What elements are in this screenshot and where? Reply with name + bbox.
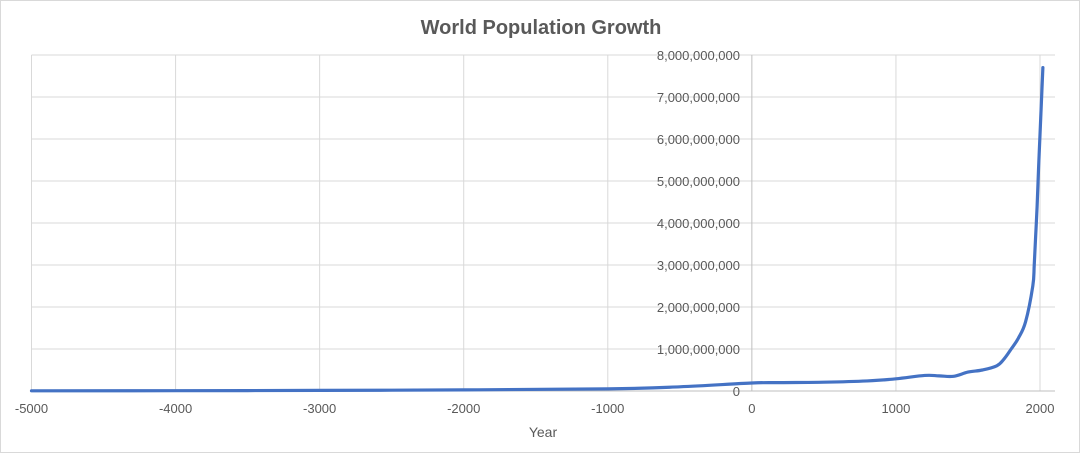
x-tick-label: 1000	[881, 401, 910, 416]
y-tick-label: 7,000,000,000	[657, 90, 740, 105]
y-tick-label: 8,000,000,000	[657, 48, 740, 63]
series-line	[29, 66, 1045, 393]
y-tick-label: 6,000,000,000	[657, 132, 740, 147]
x-axis-label: Year	[529, 424, 558, 440]
y-tick-label: 5,000,000,000	[657, 174, 740, 189]
y-tick-label: 0	[733, 384, 740, 399]
y-tick-label: 2,000,000,000	[657, 300, 740, 315]
x-tick-label: 0	[748, 401, 755, 416]
chart-title: World Population Growth	[421, 17, 662, 39]
x-tick-label: -2000	[447, 401, 480, 416]
x-tick-label: 2000	[1026, 401, 1055, 416]
x-tick-label: -3000	[303, 401, 336, 416]
x-tick-label: -1000	[591, 401, 624, 416]
x-tick-label: -4000	[159, 401, 192, 416]
y-tick-label: 1,000,000,000	[657, 342, 740, 357]
x-tick-label: -5000	[15, 401, 48, 416]
y-tick-label: 3,000,000,000	[657, 258, 740, 273]
y-tick-label: 4,000,000,000	[657, 216, 740, 231]
